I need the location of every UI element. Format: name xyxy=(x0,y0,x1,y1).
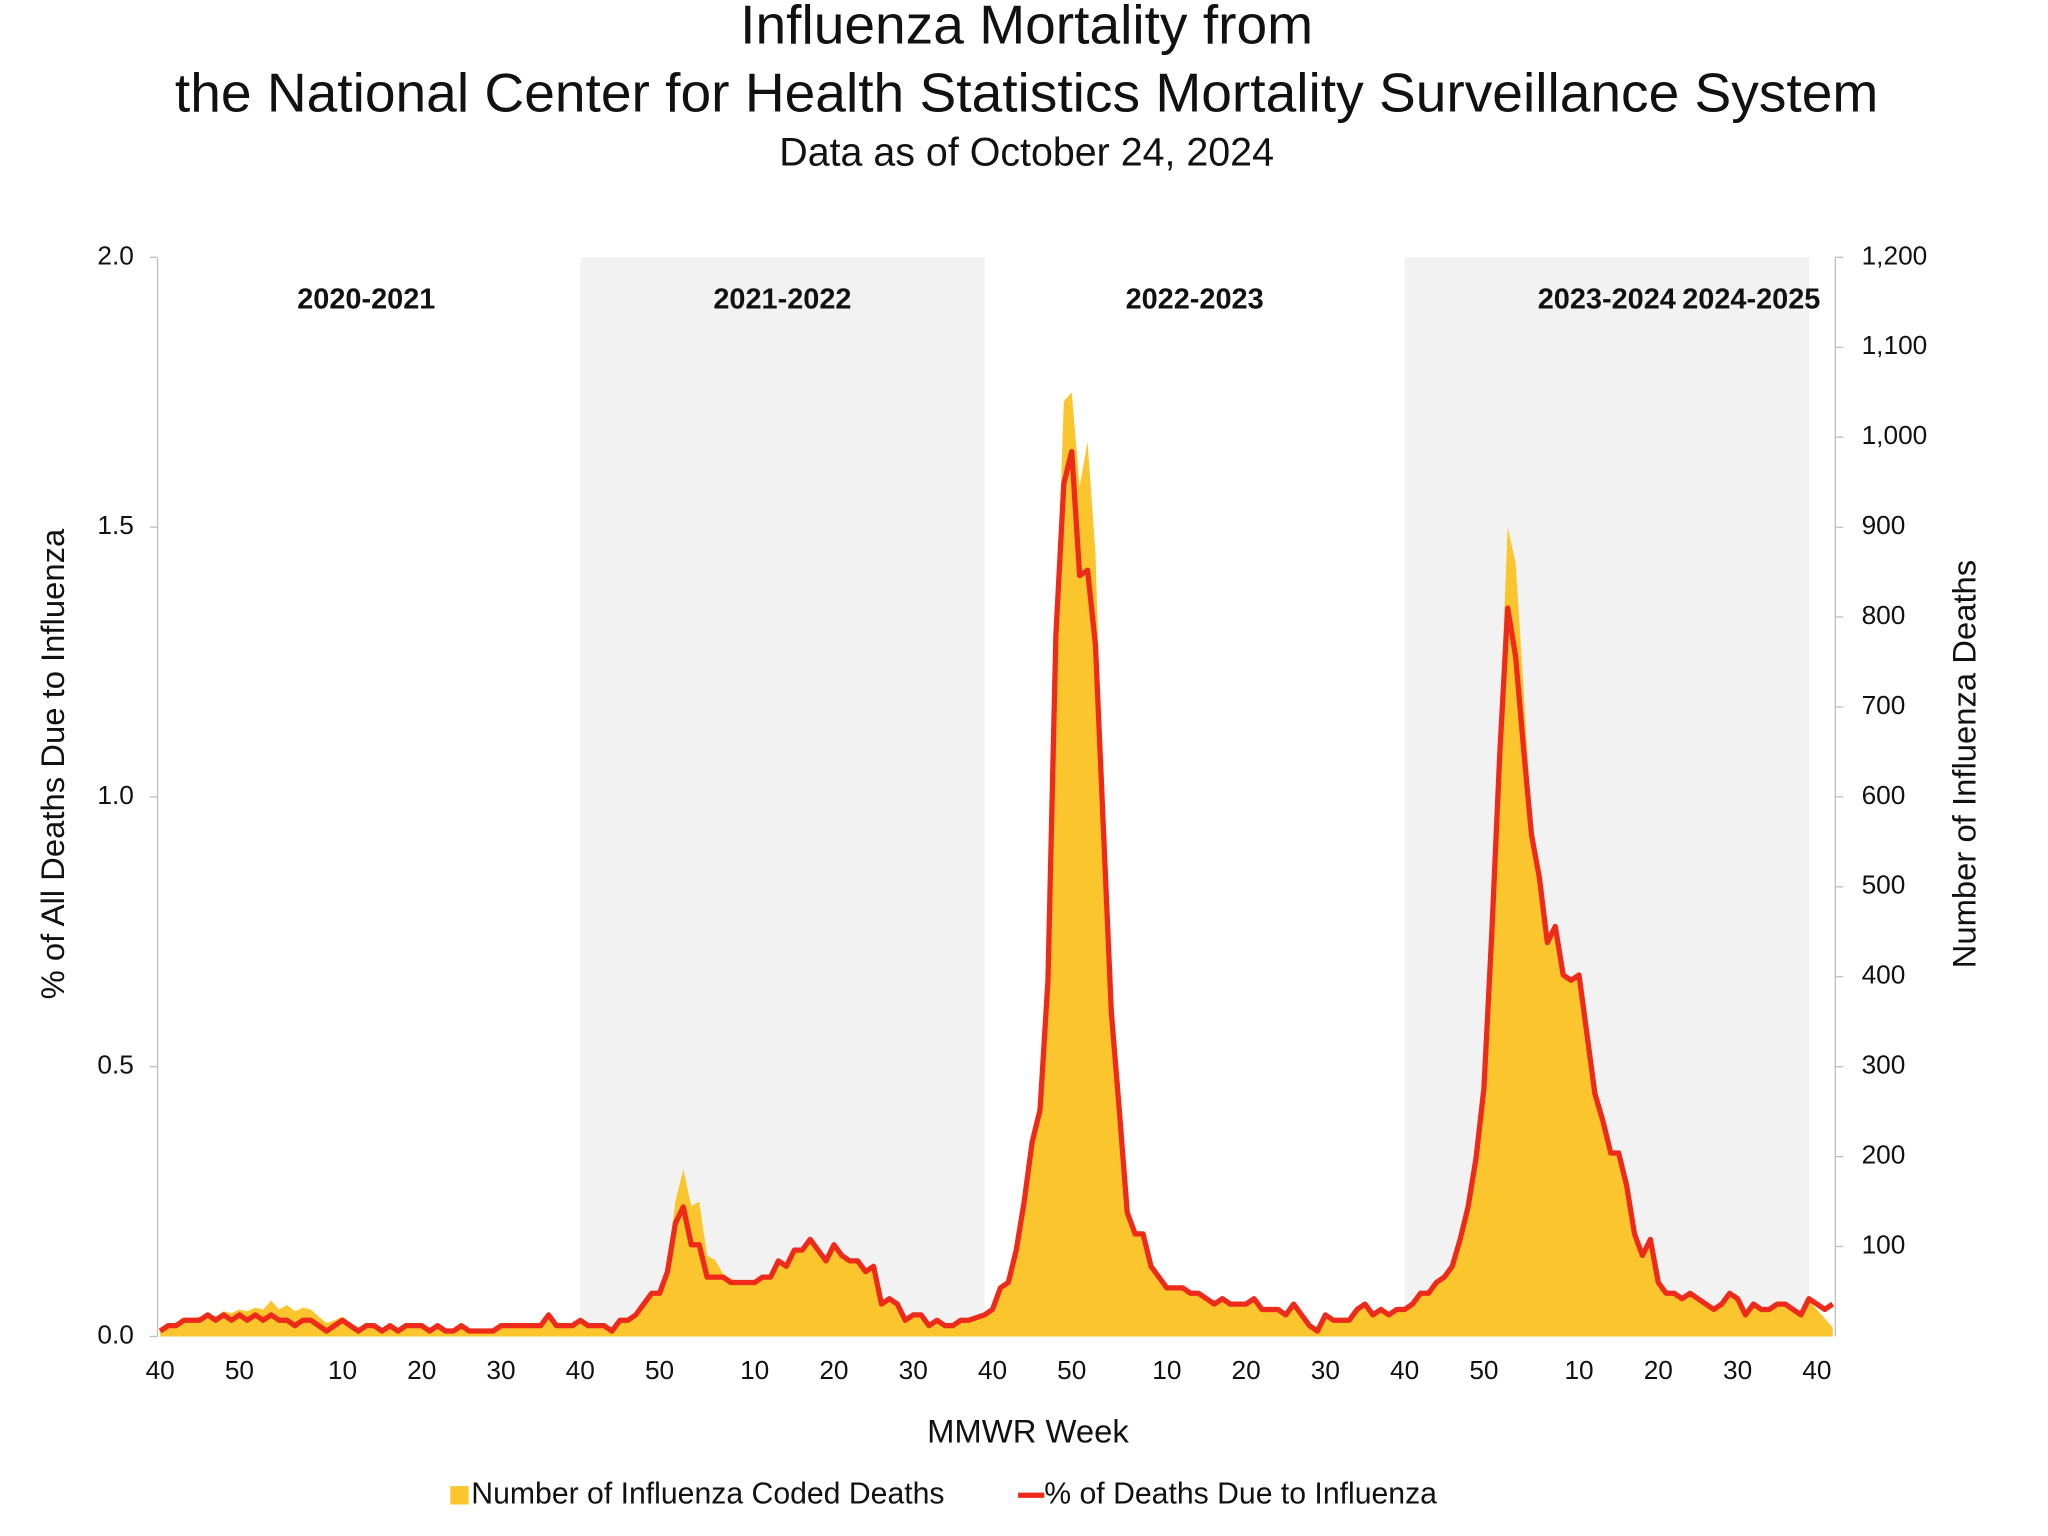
season-label: 2024-2025 xyxy=(1682,283,1820,315)
chart-title: Influenza Mortality from xyxy=(740,0,1313,55)
season-label: 2023-2024 xyxy=(1538,283,1676,315)
y-tick-label: 0.5 xyxy=(97,1050,134,1080)
x-tick-label: 30 xyxy=(899,1355,928,1385)
x-tick-label: 20 xyxy=(1232,1355,1261,1385)
y2-tick-label: 700 xyxy=(1862,690,1906,720)
x-tick-label: 30 xyxy=(1723,1355,1752,1385)
x-tick-label: 50 xyxy=(1057,1355,1086,1385)
x-tick-label: 10 xyxy=(740,1355,769,1385)
season-label: 2020-2021 xyxy=(297,283,435,315)
y2-tick-label: 500 xyxy=(1862,870,1906,900)
legend-label: % of Deaths Due to Influenza xyxy=(1044,1477,1437,1510)
y-tick-label: 0.0 xyxy=(97,1319,134,1349)
y2-tick-label: 600 xyxy=(1862,780,1906,810)
chart-title: the National Center for Health Statistic… xyxy=(175,62,1878,124)
x-tick-label: 50 xyxy=(225,1355,254,1385)
y2-axis-label: Number of Influenza Deaths xyxy=(1945,560,1982,969)
x-tick-label: 20 xyxy=(819,1355,848,1385)
legend-swatch xyxy=(450,1486,469,1505)
chart-subtitle: Data as of October 24, 2024 xyxy=(779,130,1274,174)
x-tick-label: 40 xyxy=(1390,1355,1419,1385)
y-tick-label: 1.5 xyxy=(97,510,134,540)
x-tick-label: 20 xyxy=(1644,1355,1673,1385)
line xyxy=(158,448,1835,1334)
x-tick-label: 10 xyxy=(1564,1355,1593,1385)
x-tick-label: 10 xyxy=(1152,1355,1181,1385)
x-tick-label: 40 xyxy=(566,1355,595,1385)
season-label: 2021-2022 xyxy=(713,283,851,315)
x-axis-label: MMWR Week xyxy=(927,1412,1129,1449)
y-tick-label: 2.0 xyxy=(97,240,134,270)
x-tick-label: 40 xyxy=(146,1355,175,1385)
y-axis-label: % of All Deaths Due to Influenza xyxy=(34,528,71,999)
x-tick-label: 40 xyxy=(978,1355,1007,1385)
y2-tick-label: 400 xyxy=(1862,960,1906,990)
season-shade xyxy=(580,257,985,1337)
y2-tick-label: 1,000 xyxy=(1862,420,1928,450)
y2-tick-label: 300 xyxy=(1862,1050,1906,1080)
background-layer xyxy=(580,257,1809,1337)
y2-tick-label: 100 xyxy=(1862,1229,1906,1259)
y-tick-label: 1.0 xyxy=(97,780,134,810)
x-tick-label: 40 xyxy=(1802,1355,1831,1385)
y2-tick-label: 800 xyxy=(1862,600,1906,630)
season-label: 2022-2023 xyxy=(1126,283,1264,315)
legend-label: Number of Influenza Coded Deaths xyxy=(471,1477,944,1510)
x-tick-label: 30 xyxy=(486,1355,515,1385)
x-tick-label: 10 xyxy=(328,1355,357,1385)
x-tick-label: 30 xyxy=(1311,1355,1340,1385)
x-tick-label: 50 xyxy=(645,1355,674,1385)
x-tick-label: 50 xyxy=(1469,1355,1498,1385)
x-tick-label: 20 xyxy=(407,1355,436,1385)
y2-tick-label: 200 xyxy=(1862,1140,1906,1170)
area xyxy=(160,392,1833,1337)
y2-tick-label: 1,100 xyxy=(1862,330,1928,360)
y2-tick-label: 1,200 xyxy=(1862,240,1928,270)
y2-tick-label: 900 xyxy=(1862,510,1906,540)
